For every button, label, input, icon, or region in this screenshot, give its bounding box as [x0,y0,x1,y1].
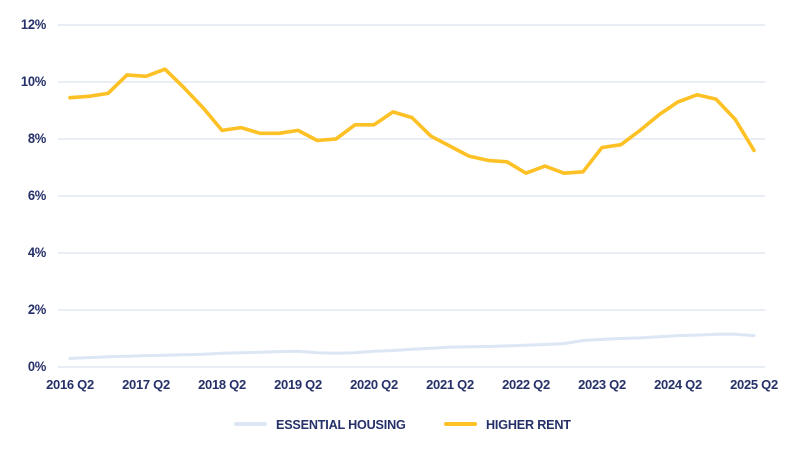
essential-housing-line-swatch [234,422,268,426]
y-tick-label-2%: 2% [27,302,46,317]
legend: ESSENTIAL HOUSING HIGHER RENT [0,414,807,434]
x-tick-label-2021-q2: 2021 Q2 [426,377,474,392]
x-tick-label-2024-q2: 2024 Q2 [654,377,702,392]
y-tick-label-12%: 12% [20,17,46,32]
x-tick-label-2025-q2: 2025 Q2 [730,377,778,392]
gridlines [58,24,765,368]
x-tick-label-2022-q2: 2022 Q2 [502,377,550,392]
series-lines [68,67,756,360]
x-tick-label-2019-q2: 2019 Q2 [274,377,322,392]
x-tick-label-2018-q2: 2018 Q2 [198,377,246,392]
y-tick-label-0%: 0% [27,359,46,374]
legend-item-higher-rent: HIGHER RENT [443,416,573,432]
x-tick-label-2020-q2: 2020 Q2 [350,377,398,392]
essential-housing-line [68,332,756,360]
x-tick-label-2023-q2: 2023 Q2 [578,377,626,392]
y-tick-label-8%: 8% [27,131,46,146]
higher-rent-line-swatch [443,422,477,426]
legend-label-essential-housing: ESSENTIAL HOUSING [276,416,406,432]
higher-rent-line [68,67,756,175]
y-tick-label-6%: 6% [27,188,46,203]
x-tick-label-2017-q2: 2017 Q2 [122,377,170,392]
legend-item-essential-housing: ESSENTIAL HOUSING [234,417,410,432]
x-tick-label-2016-q2: 2016 Q2 [46,377,94,392]
y-tick-label-10%: 10% [20,74,46,89]
y-tick-label-4%: 4% [27,245,46,260]
legend-label-higher-rent: HIGHER RENT [485,416,571,432]
